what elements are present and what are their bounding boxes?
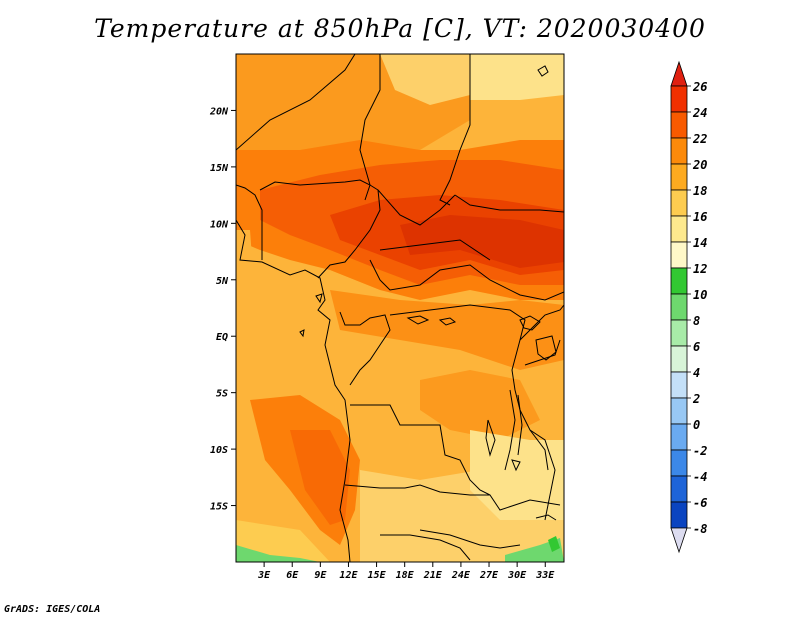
lat-label: 15N (210, 163, 229, 174)
colorbar-label: 24 (692, 106, 707, 120)
colorbar-swatch (670, 397, 688, 425)
colorbar-swatch (670, 189, 688, 217)
colorbar-label: 12 (693, 262, 707, 276)
colorbar-swatch (670, 163, 688, 191)
colorbar-label: 0 (693, 418, 700, 432)
lat-label: 15S (210, 502, 228, 513)
lon-label: 12E (339, 570, 358, 581)
colorbar-swatch (670, 371, 688, 399)
colorbar-swatch (670, 449, 688, 477)
colorbar-swatch (670, 137, 688, 165)
colorbar-swatch (670, 215, 688, 243)
colorbar-label: 22 (692, 132, 707, 146)
colorbar-swatch (670, 111, 688, 139)
lon-label: 30E (507, 570, 527, 581)
colorbar-label: 10 (693, 288, 707, 302)
colorbar-label: 8 (693, 314, 700, 328)
colorbar-top-arrow (670, 60, 688, 87)
lon-label: 9E (314, 570, 327, 581)
colorbar-label: 20 (692, 158, 707, 172)
longitude-axis: 3E 6E 9E 12E 15E 18E 21E 24E 27E 30E 33E (257, 562, 555, 581)
colorbar-label: 6 (693, 340, 700, 354)
colorbar-label: 18 (693, 184, 707, 198)
lon-label: 33E (535, 570, 555, 581)
colorbar-label: 14 (693, 236, 707, 250)
map-title: Temperature at 850hPa [C], VT: 202003040… (94, 14, 706, 43)
lat-label: 5S (216, 389, 228, 400)
lat-label: 20N (209, 106, 229, 117)
lon-label: 21E (423, 570, 443, 581)
colorbar-label: -2 (693, 444, 707, 458)
colorbar-label: -4 (693, 470, 707, 484)
colorbar-label: -6 (693, 496, 707, 510)
colorbar-swatch (670, 345, 688, 373)
colorbar-label: 26 (692, 80, 707, 94)
colorbar-swatch (670, 241, 688, 269)
lon-label: 27E (479, 570, 499, 581)
lon-label: 18E (396, 570, 415, 581)
temperature-field (236, 54, 564, 562)
map-frame (235, 53, 565, 563)
colorbar-label: 16 (693, 210, 707, 224)
colorbar-label: 4 (693, 366, 700, 380)
lat-label: 5N (216, 276, 229, 287)
grads-credit: GrADS: IGES/COLA (4, 604, 101, 615)
colorbar-bottom-arrow (670, 527, 688, 554)
lon-label: 15E (368, 570, 387, 581)
lon-label: 6E (286, 570, 299, 581)
lon-label: 3E (257, 570, 271, 581)
colorbar-swatch (670, 267, 688, 295)
colorbar-swatch (670, 85, 688, 113)
country-borders (236, 54, 564, 562)
colorbar-label: 2 (692, 392, 700, 406)
colorbar-swatch (670, 475, 688, 503)
colorbar-label: -8 (693, 522, 707, 536)
lat-label: 10N (210, 219, 229, 230)
lat-label: 10S (210, 445, 228, 456)
colorbar-swatch (670, 293, 688, 321)
colorbar-swatch (670, 501, 688, 529)
lon-label: 24E (451, 570, 471, 581)
colorbar-swatch (670, 319, 688, 347)
latitude-axis: 20N 15N 10N 5N EQ 5S 10S 15S (209, 106, 236, 513)
colorbar-swatch (670, 423, 688, 451)
lat-label: EQ (216, 332, 228, 343)
